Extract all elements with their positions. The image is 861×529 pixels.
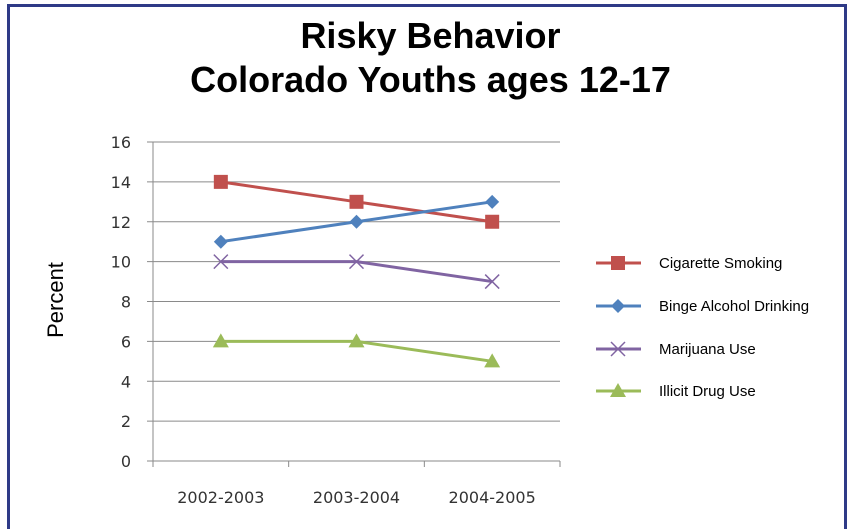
chart-title-line-2: Colorado Youths ages 12-17: [190, 59, 671, 100]
data-point: [485, 214, 500, 229]
x-tick-label: 2004-2005: [449, 488, 536, 507]
data-point: [213, 234, 228, 249]
y-tick-labels: 0 2 4 6 8 10 12 14 16: [111, 133, 131, 471]
series-lines: [212, 174, 501, 368]
legend-item: Cigarette Smoking: [596, 255, 782, 272]
legend-marker: [611, 256, 625, 270]
x-tick-label: 2002-2003: [177, 488, 264, 507]
axes: [147, 141, 561, 467]
y-tick-label: 14: [111, 173, 131, 192]
data-point: [485, 194, 500, 209]
data-point: [348, 254, 365, 270]
legend-marker: [610, 341, 626, 357]
y-tick-label: 12: [111, 213, 131, 232]
series-binge-alcohol-drinking: [213, 194, 500, 249]
y-axis-label: Percent: [43, 262, 68, 338]
y-tick-label: 8: [121, 293, 131, 312]
data-point: [212, 333, 229, 348]
y-tick-label: 16: [111, 133, 131, 152]
series-illicit-drug-use: [212, 333, 501, 368]
legend-item: Marijuana Use: [596, 341, 756, 358]
data-point: [484, 274, 500, 290]
x-tick-label: 2003-2004: [313, 488, 400, 507]
series-line: [220, 260, 493, 284]
data-point: [349, 214, 364, 229]
legend-label: Marijuana Use: [659, 341, 756, 358]
data-point: [213, 174, 228, 189]
legend-marker: [611, 299, 625, 313]
legend: Cigarette Smoking Binge Alcohol Drinking M…: [596, 255, 809, 400]
chart-title: Risky Behavior Colorado Youths ages 12-1…: [0, 14, 861, 102]
data-point: [484, 353, 501, 368]
legend-item: Binge Alcohol Drinking: [596, 298, 809, 315]
y-tick-label: 6: [121, 332, 131, 351]
series-marijuana-use: [213, 254, 500, 290]
y-tick-label: 10: [111, 253, 131, 272]
legend-marker: [610, 383, 626, 397]
y-tick-label: 4: [121, 372, 131, 391]
y-tick-label: 2: [121, 412, 131, 431]
y-tick-label: 0: [121, 452, 131, 471]
legend-label: Cigarette Smoking: [659, 255, 782, 272]
data-point: [213, 254, 229, 270]
data-point: [349, 194, 364, 209]
chart-frame: [7, 4, 847, 529]
data-point: [348, 333, 365, 348]
chart-title-line-1: Risky Behavior: [300, 15, 561, 56]
legend-item: Illicit Drug Use: [596, 383, 756, 400]
x-tick-labels: 2002-2003 2003-2004 2004-2005: [177, 488, 536, 507]
legend-label: Illicit Drug Use: [659, 383, 756, 400]
series-cigarette-smoking: [213, 174, 500, 229]
legend-label: Binge Alcohol Drinking: [659, 298, 809, 315]
